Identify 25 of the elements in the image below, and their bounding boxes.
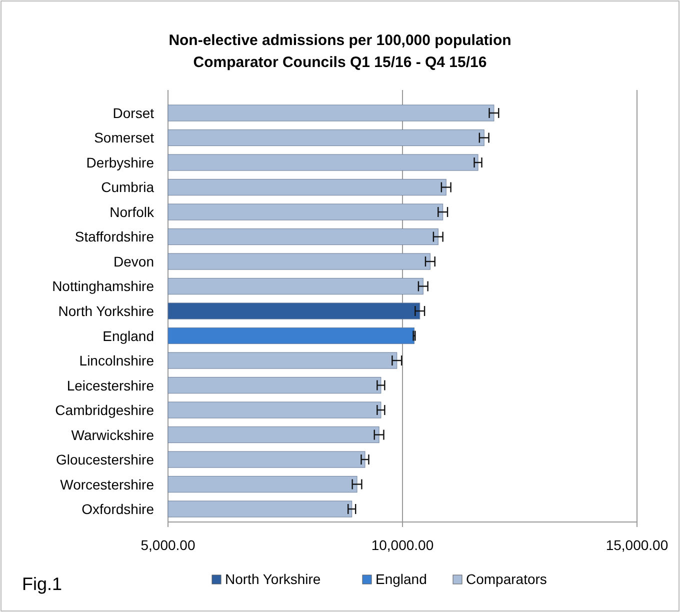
- caption: Fig.1: [22, 574, 62, 594]
- y-tick-label: Cambridgeshire: [55, 402, 154, 418]
- y-tick-label: Somerset: [94, 130, 154, 146]
- y-tick-label: Gloucestershire: [56, 452, 154, 468]
- y-tick-label: Staffordshire: [74, 228, 154, 245]
- y-tick-label: England: [102, 328, 154, 344]
- y-tick-label: Leicestershire: [66, 377, 154, 394]
- y-tick-label: Norfolk: [110, 204, 155, 220]
- y-tick-label: Dorset: [112, 104, 154, 121]
- y-tick-label: Devon: [114, 254, 154, 270]
- legend-label: Comparators: [466, 571, 547, 587]
- x-tick-label: 15,000.00: [606, 537, 668, 553]
- y-tick-label: Oxfordshire: [82, 501, 154, 518]
- x-tick-label: 5,000.00: [140, 537, 196, 553]
- y-tick-label: North Yorkshire: [58, 303, 154, 319]
- legend-label: England: [376, 571, 427, 587]
- y-tick-label: Cumbria: [101, 179, 154, 196]
- y-tick-label: Nottinghamshire: [52, 278, 154, 294]
- x-tick-label: 10,000.00: [371, 537, 434, 553]
- y-tick-label: Warwickshire: [71, 426, 154, 443]
- legend-label: North Yorkshire: [225, 571, 321, 587]
- chart-title: Non-elective admissions per 100,000 population Comparator Councils Q1 15/16 - Q4 15/16: [168, 32, 512, 71]
- y-tick-label: Derbyshire: [86, 154, 154, 170]
- y-tick-label: Worcestershire: [60, 476, 154, 492]
- y-tick-label: Lincolnshire: [79, 352, 154, 368]
